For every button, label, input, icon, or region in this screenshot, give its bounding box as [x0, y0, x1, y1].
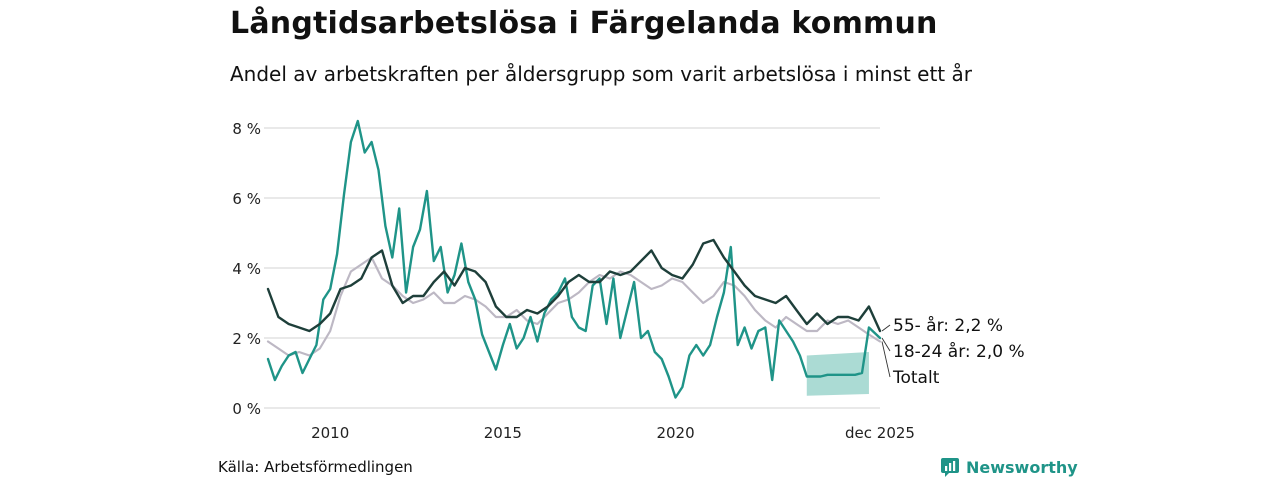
chart-subtitle: Andel av arbetskraften per åldersgrupp s… [230, 62, 972, 86]
x-tick-label: 2010 [311, 424, 349, 442]
y-tick-label: 0 % [232, 400, 261, 418]
brand-name: Newsworthy [966, 457, 1078, 477]
newsworthy-logo-icon [941, 458, 959, 477]
series-layer [266, 119, 882, 399]
leader-line-total [881, 341, 891, 378]
end-labels: Totalt 18-24 år: 2,0 % 55- år: 2,2 % [881, 315, 1025, 388]
series-line-age1824 [266, 119, 882, 399]
end-label-total: Totalt [892, 368, 940, 388]
end-label-age55: 55- år: 2,2 % [893, 315, 1003, 336]
y-tick-label: 8 % [232, 120, 261, 138]
end-label-age1824: 18-24 år: 2,0 % [893, 341, 1025, 362]
newsworthy-logo[interactable]: Newsworthy [940, 456, 1078, 478]
source-note: Källa: Arbetsförmedlingen [218, 458, 413, 476]
x-tick-label: dec 2025 [845, 424, 915, 442]
y-tick-label: 4 % [232, 260, 261, 278]
y-tick-label: 6 % [232, 190, 261, 208]
leader-line-age55 [881, 324, 891, 332]
x-axis: 2010 2015 2020 dec 2025 [311, 424, 915, 442]
chart-title: Långtidsarbetslösa i Färgelanda kommun [230, 6, 938, 41]
x-tick-label: 2015 [484, 424, 522, 442]
y-tick-label: 2 % [232, 330, 261, 348]
leader-line-age1824 [881, 337, 891, 352]
series-line-total [266, 256, 882, 357]
series-line-age55 [266, 238, 882, 333]
x-tick-label: 2020 [656, 424, 694, 442]
y-axis: 0 % 2 % 4 % 6 % 8 % [232, 120, 261, 418]
